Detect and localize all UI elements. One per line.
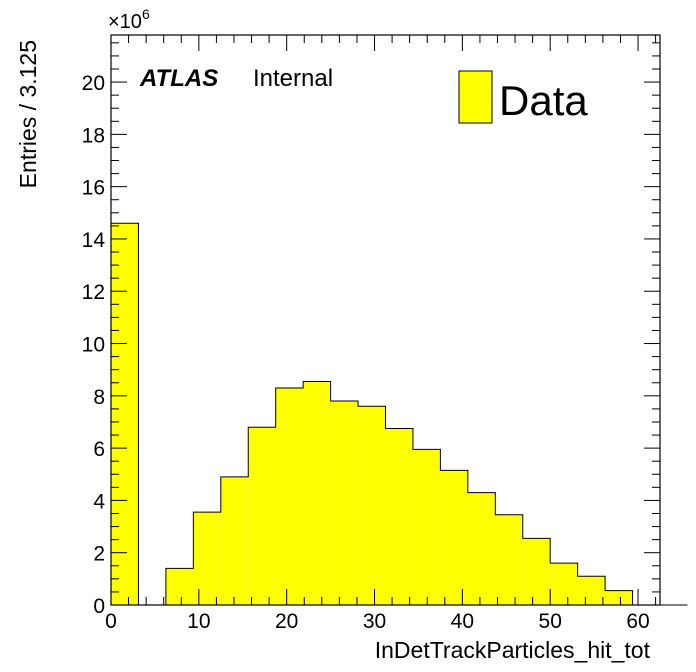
histogram-bin-16 <box>550 563 578 605</box>
y-axis-label: Entries / 3.125 <box>15 40 41 188</box>
histogram-bin-9 <box>358 406 386 605</box>
histogram-bin-3 <box>193 512 221 605</box>
plot-frame <box>110 34 661 606</box>
legend-swatch-data <box>458 70 493 124</box>
atlas-label: ATLAS <box>139 65 218 92</box>
histogram-bin-15 <box>522 538 551 605</box>
y-tick-label: 8 <box>93 386 105 409</box>
y-tick-label: 18 <box>82 124 105 147</box>
y-tick-label: 4 <box>93 490 105 513</box>
legend: Data <box>458 70 588 124</box>
x-tick-label: 60 <box>626 610 649 633</box>
x-tick-label: 10 <box>187 610 210 633</box>
y-multiplier-base: ×10 <box>108 11 142 33</box>
histogram-bin-13 <box>467 492 496 605</box>
y-tick-label: 6 <box>93 438 105 461</box>
histogram-bin-4 <box>220 476 249 605</box>
histogram-bin-14 <box>495 514 523 605</box>
y-tick-label: 14 <box>82 229 106 252</box>
histogram-bin-8 <box>330 401 359 605</box>
histogram-bin-17 <box>577 576 606 605</box>
y-tick-label: 16 <box>82 177 105 200</box>
histogram-bin-10 <box>385 428 413 605</box>
y-multiplier: ×106 <box>108 6 150 33</box>
histogram-outline <box>110 222 688 606</box>
x-tick-label: 20 <box>275 610 298 633</box>
x-tick-label: 30 <box>363 610 386 633</box>
histogram-bin-6 <box>275 387 304 605</box>
x-axis-label: InDetTrackParticles_hit_tot <box>375 637 651 663</box>
histogram-bin-18 <box>605 590 633 605</box>
x-tick-labels: 0 10 20 30 40 50 60 <box>105 610 650 633</box>
y-tick-label: 0 <box>93 595 105 618</box>
y-tick-labels: 0 2 4 6 8 10 12 14 16 18 20 <box>82 72 106 618</box>
y-tick-label: 10 <box>82 334 105 357</box>
histogram-bin-12 <box>440 470 468 605</box>
x-tick-label: 0 <box>105 610 117 633</box>
histogram-bin-0 <box>111 223 139 605</box>
histogram-bin-5 <box>248 427 276 605</box>
y-multiplier-exponent: 6 <box>142 6 150 22</box>
x-tick-label: 40 <box>451 610 474 633</box>
axis-ticks <box>110 35 660 606</box>
internal-label: Internal <box>253 65 333 92</box>
histogram-bin-7 <box>303 381 331 605</box>
histogram-bars <box>110 222 688 606</box>
y-tick-label: 20 <box>82 72 105 95</box>
legend-label-data: Data <box>499 77 588 124</box>
histogram-bin-11 <box>412 449 441 605</box>
histogram-bin-2 <box>165 568 194 605</box>
y-tick-label: 12 <box>82 281 105 304</box>
x-tick-label: 50 <box>539 610 562 633</box>
y-tick-label: 2 <box>93 543 105 566</box>
